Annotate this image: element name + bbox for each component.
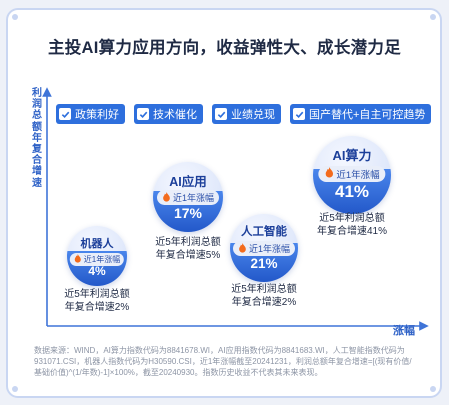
- fire-icon: [238, 242, 247, 255]
- fire-icon: [324, 167, 334, 181]
- tag-domestic: 国产替代+自主可控趋势: [290, 104, 432, 124]
- gain-value: 4%: [88, 264, 106, 278]
- bubble-robot: 机器人 近1年涨幅 4%: [67, 226, 127, 286]
- bubble-ai: 人工智能 近1年涨幅 21%: [230, 214, 298, 282]
- gain-value: 41%: [334, 182, 370, 201]
- tag-label: 业绩兑现: [231, 109, 275, 121]
- bubble-name: 机器人: [80, 238, 114, 250]
- check-icon: [59, 108, 71, 120]
- tag-tech: 技术催化: [134, 104, 203, 124]
- fire-icon: [162, 191, 171, 204]
- x-axis-label: 涨幅: [393, 325, 415, 337]
- check-icon: [215, 108, 227, 120]
- bubble-desc-robot: 近5年利润总额 年复合增速2%: [64, 289, 130, 313]
- footnote: 数据来源：WIND，AI算力指数代码为8841678.WI，AI应用指数代码为8…: [34, 346, 412, 377]
- tag-policy: 政策利好: [56, 104, 125, 124]
- check-icon: [137, 108, 149, 120]
- bubble-name: 人工智能: [241, 226, 287, 238]
- tag-label: 政策利好: [75, 109, 119, 121]
- check-icon: [293, 108, 305, 120]
- bubble-desc-ai-compute: 近5年利润总额 年复合增速41%: [316, 213, 387, 237]
- bubble-ai-app: AI应用 近1年涨幅 17%: [153, 162, 223, 232]
- bubble-name: AI算力: [332, 148, 372, 163]
- gain-pill: 近1年涨幅: [232, 241, 296, 256]
- bubble-desc-ai: 近5年利润总额 年复合增速2%: [231, 284, 297, 308]
- tag-label: 技术催化: [153, 109, 197, 121]
- gain-value: 21%: [250, 256, 278, 271]
- chart-title: 主投AI算力应用方向，收益弹性大、成长潜力足: [47, 39, 402, 57]
- tag-label: 国产替代+自主可控趋势: [309, 109, 426, 121]
- bubble-desc-ai-app: 近5年利润总额 年复合增速5%: [155, 237, 221, 261]
- bubble-name: AI应用: [169, 175, 207, 189]
- bubble-ai-compute: AI算力 近1年涨幅 41%: [313, 136, 391, 214]
- gain-value: 17%: [173, 205, 203, 221]
- gain-pill: 近1年涨幅: [156, 190, 220, 205]
- gain-pill: 近1年涨幅: [318, 166, 386, 182]
- tag-row: 政策利好 技术催化 业绩兑现 国产替代+自主可控趋势: [56, 104, 432, 124]
- y-axis-label: 利润总额年复合增速: [32, 88, 42, 189]
- tag-earnings: 业绩兑现: [212, 104, 281, 124]
- gain-pill: 近1年涨幅: [69, 253, 125, 266]
- fire-icon: [74, 254, 82, 265]
